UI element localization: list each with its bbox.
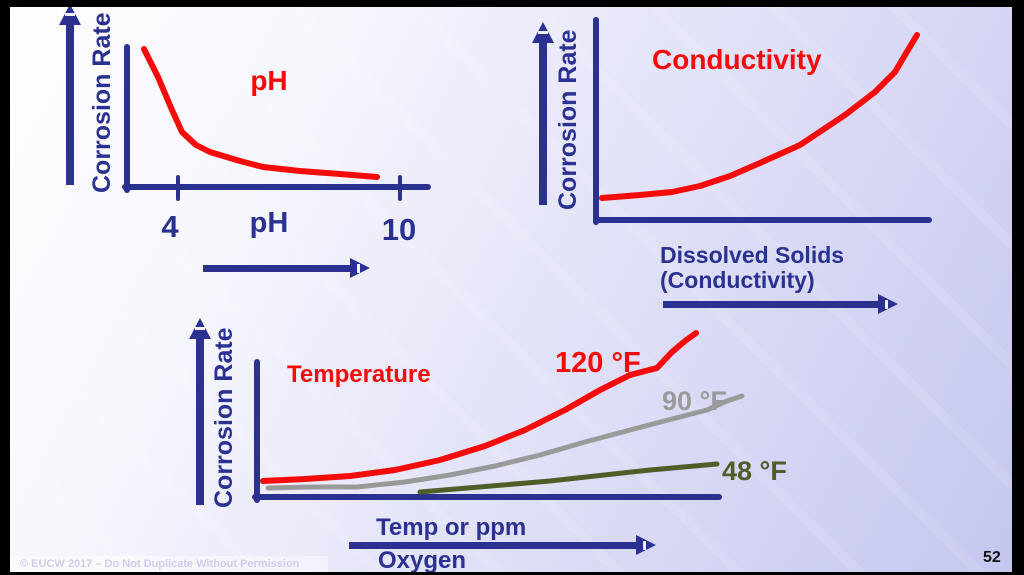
x-axis-arrow-temperature: [349, 535, 656, 555]
y-axis-label-conductivity: Corrosion Rate: [554, 29, 582, 210]
temperature-chart-title: Temperature: [287, 361, 431, 388]
ph-chart-plot: [122, 44, 431, 201]
ph-tick-label-4: 4: [161, 209, 179, 244]
conductivity-x-axis-label-line1: Dissolved Solids: [660, 242, 845, 268]
series-curve-120f: [260, 330, 699, 484]
page-number: 52: [983, 549, 1001, 566]
conductivity-chart-plot: [593, 17, 932, 225]
y-axis-arrow-temperature: [189, 318, 211, 505]
conductivity-x-axis-label-line2: (Conductivity): [660, 267, 815, 293]
temperature-x-axis-label-line2: Oxygen: [378, 547, 467, 572]
ph-x-axis-label: pH: [249, 207, 289, 239]
temperature-x-axis-label-line1: Temp or ppm: [376, 514, 527, 541]
conductivity-chart-title: Conductivity: [652, 44, 822, 75]
series-corrosion-vs-conductivity: [599, 32, 920, 201]
slide: Corrosion Rate pH 4 pH 10 Corrosion Rate…: [10, 7, 1012, 572]
series-label-120f: 120 °F: [555, 347, 641, 379]
series-curve-90f: [265, 393, 745, 491]
series-corrosion-vs-ph: [141, 46, 380, 180]
series-label-90f: 90 °F: [662, 386, 727, 416]
series-label-48f: 48 °F: [722, 456, 787, 486]
copyright-watermark: © EUCW 2017 – Do Not Duplicate Without P…: [12, 556, 328, 572]
x-axis-arrow-conductivity: [663, 294, 898, 314]
y-axis-label-temperature: Corrosion Rate: [210, 327, 238, 508]
ph-tick-label-10: 10: [381, 212, 417, 247]
ph-chart-title: pH: [250, 65, 288, 96]
x-axis-arrow-ph: [203, 258, 370, 278]
y-axis-arrow-ph: [59, 7, 81, 185]
y-axis-arrow-conductivity: [532, 22, 554, 205]
series-curve-48f: [417, 461, 720, 495]
temperature-chart-plot: [252, 330, 745, 503]
